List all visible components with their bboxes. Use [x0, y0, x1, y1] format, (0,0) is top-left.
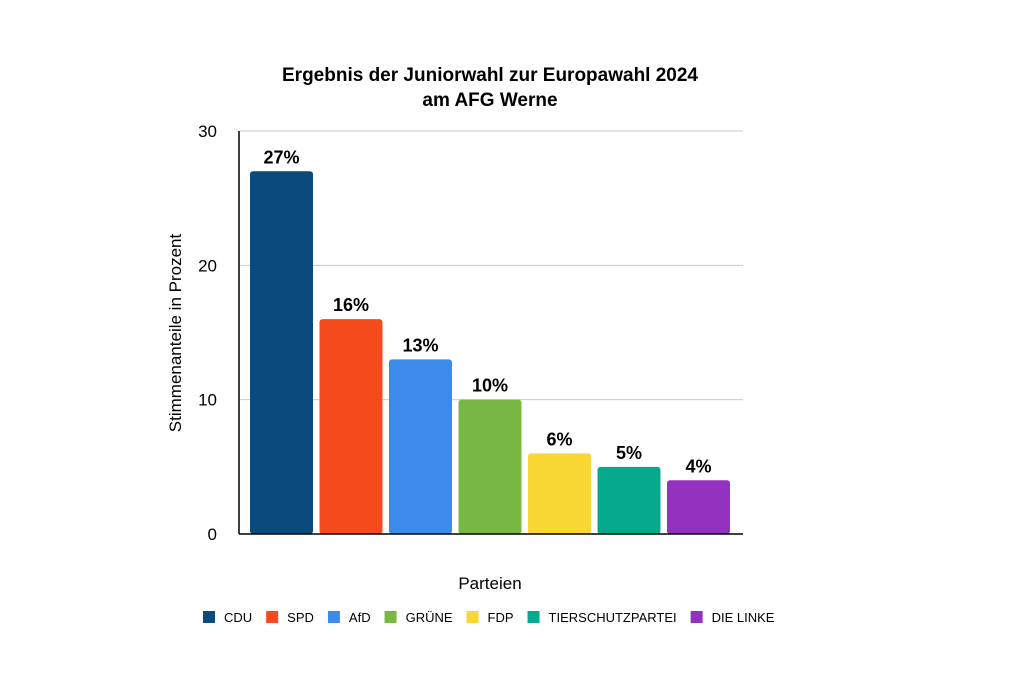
y-tick-label: 30 [198, 122, 217, 141]
bars [250, 171, 730, 535]
legend-swatch [384, 611, 397, 623]
legend-swatch [266, 611, 279, 623]
data-label: 27% [263, 147, 299, 167]
legend-swatch [527, 611, 540, 623]
data-label: 13% [402, 335, 438, 355]
bar-afd [389, 359, 452, 534]
data-label: 6% [546, 429, 572, 449]
y-tick-label: 20 [198, 256, 217, 275]
legend-label: DIE LINKE [712, 610, 775, 625]
bar-fdp [528, 453, 591, 534]
data-label: 16% [333, 295, 369, 315]
data-label: 10% [472, 376, 508, 396]
legend-label: CDU [224, 610, 252, 625]
bar-tierschutzpartei [597, 466, 661, 534]
legend-swatch [203, 611, 215, 623]
chart-title-line-2: am AFG Werne [422, 90, 557, 111]
legend-label: AfD [349, 610, 371, 625]
legend: CDU SPD AfD GRÜNE FDP TIERSCHUTZPARTEI DIE LIN… [203, 610, 775, 625]
data-label: 5% [616, 443, 642, 463]
gridlines [239, 130, 743, 401]
data-labels: 27% 16% 13% 10% 6% 5% 4% [263, 147, 711, 476]
x-axis-label: Parteien [458, 574, 521, 593]
chart-title-line-1: Ergebnis der Juniorwahl zur Europawahl 2… [282, 65, 698, 86]
legend-swatch [327, 611, 340, 623]
legend-label: TIERSCHUTZPARTEI [549, 610, 677, 625]
y-axis-ticks: 0 10 20 30 [198, 122, 217, 544]
y-tick-label: 0 [208, 525, 217, 544]
legend-label: SPD [287, 610, 314, 625]
legend-label: FDP [488, 610, 514, 625]
bar-gr-ne [458, 399, 522, 534]
legend-label: GRÜNE [406, 610, 453, 625]
y-tick-label: 10 [198, 391, 217, 410]
legend-swatch [690, 611, 703, 623]
bar-cdu [250, 171, 313, 535]
bar-die-linke [667, 480, 730, 534]
legend-swatch [466, 611, 479, 623]
y-axis-label: Stimmenanteile in Prozent [166, 234, 185, 433]
data-label: 4% [685, 456, 711, 476]
bar-spd [319, 319, 383, 534]
